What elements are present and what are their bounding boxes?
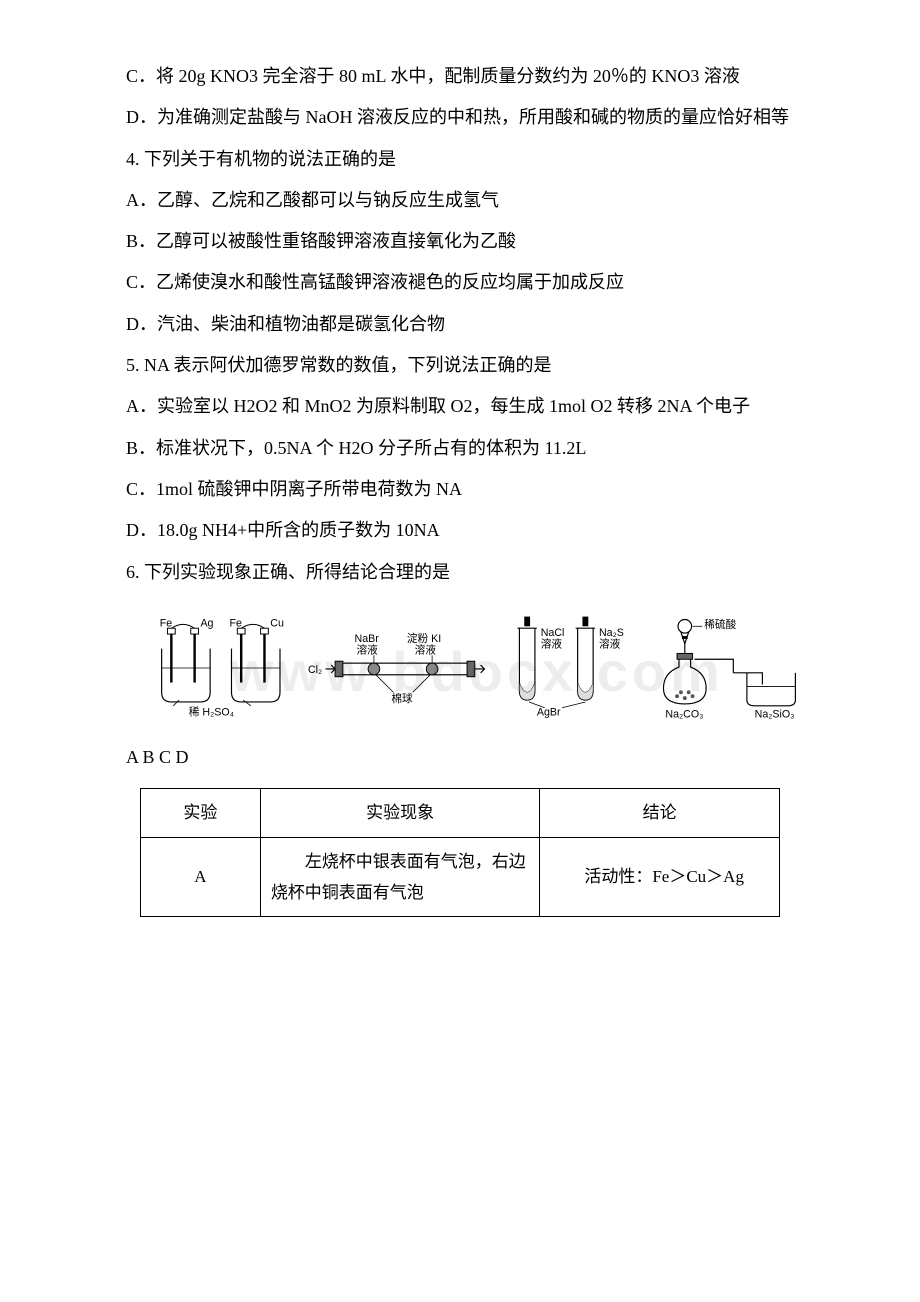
label-na2s2: 溶液	[599, 637, 621, 650]
diagram-d-icon: 稀硫酸 Na₂CO₃ Na₂SiO₃	[646, 613, 830, 723]
label-cotton: 棉球	[391, 692, 413, 705]
cell-a-phenom: 左烧杯中银表面有气泡，右边烧杯中铜表面有气泡	[260, 837, 540, 917]
label-na2sio3: Na₂SiO₃	[754, 708, 794, 720]
diagram-a-icon: Fe Ag Fe Cu 稀 H₂SO₄	[150, 613, 296, 723]
th-phenom: 实验现象	[260, 789, 540, 837]
label-cl2: Cl₂	[307, 664, 321, 676]
abcd-row: A B C D	[90, 741, 830, 774]
label-xihs: 稀硫酸	[704, 618, 736, 631]
label-ki: 淀粉 KI	[406, 632, 440, 645]
th-conclusion: 结论	[540, 789, 780, 837]
label-fe2: Fe	[230, 617, 243, 629]
label-ki2: 溶液	[414, 643, 436, 656]
label-h2so4: 稀 H₂SO₄	[189, 705, 234, 718]
label-na2co3: Na₂CO₃	[665, 708, 703, 720]
q4-option-b: B．乙醇可以被酸性重铬酸钾溶液直接氧化为乙酸	[90, 225, 830, 258]
q3-option-d: D．为准确测定盐酸与 NaOH 溶液反应的中和热，所用酸和碱的物质的量应恰好相等	[90, 101, 830, 134]
table-header-row: 实验 实验现象 结论	[141, 789, 780, 837]
label-cu: Cu	[270, 617, 284, 629]
th-exp: 实验	[141, 789, 261, 837]
q3-option-c: C．将 20g KNO3 完全溶于 80 mL 水中，配制质量分数约为 20％的…	[90, 60, 830, 93]
diagram-c-icon: NaCl 溶液 Na₂S 溶液 AgBr	[500, 613, 636, 723]
q5-option-a: A．实验室以 H2O2 和 MnO2 为原料制取 O2，每生成 1mol O2 …	[90, 390, 830, 423]
q5-option-d: D．18.0g NH4+中所含的质子数为 10NA	[90, 514, 830, 547]
cell-a: A	[141, 837, 261, 917]
diagram-row: Fe Ag Fe Cu 稀 H₂SO₄ Cl₂	[150, 613, 830, 723]
table-row: A 左烧杯中银表面有气泡，右边烧杯中铜表面有气泡 活动性：Fe＞Cu＞Ag	[141, 837, 780, 917]
cell-a-conc: 活动性：Fe＞Cu＞Ag	[540, 837, 780, 917]
label-ag: Ag	[200, 617, 213, 629]
label-na2s: Na₂S	[599, 627, 624, 639]
q4-option-c: C．乙烯使溴水和酸性高锰酸钾溶液褪色的反应均属于加成反应	[90, 266, 830, 299]
q4-stem: 4. 下列关于有机物的说法正确的是	[90, 143, 830, 176]
diagram-b-icon: Cl₂ NaBr 溶液 淀粉 KI 溶液 棉球	[306, 613, 490, 723]
q5-option-c: C．1mol 硫酸钾中阴离子所带电荷数为 NA	[90, 473, 830, 506]
label-nacl: NaCl	[541, 627, 565, 639]
q6-stem: 6. 下列实验现象正确、所得结论合理的是	[90, 556, 830, 589]
label-fe: Fe	[160, 617, 173, 629]
q4-option-a: A．乙醇、乙烷和乙酸都可以与钠反应生成氢气	[90, 184, 830, 217]
label-nacl2: 溶液	[541, 637, 563, 650]
experiment-table: 实验 实验现象 结论 A 左烧杯中银表面有气泡，右边烧杯中铜表面有气泡 活动性：…	[140, 788, 780, 917]
q5-option-b: B．标准状况下，0.5NA 个 H2O 分子所占有的体积为 11.2L	[90, 432, 830, 465]
label-agbr: AgBr	[537, 706, 561, 718]
label-nabr2: 溶液	[356, 643, 378, 656]
label-nabr: NaBr	[354, 633, 379, 645]
q4-option-d: D．汽油、柴油和植物油都是碳氢化合物	[90, 308, 830, 341]
q5-stem: 5. NA 表示阿伏加德罗常数的数值，下列说法正确的是	[90, 349, 830, 382]
